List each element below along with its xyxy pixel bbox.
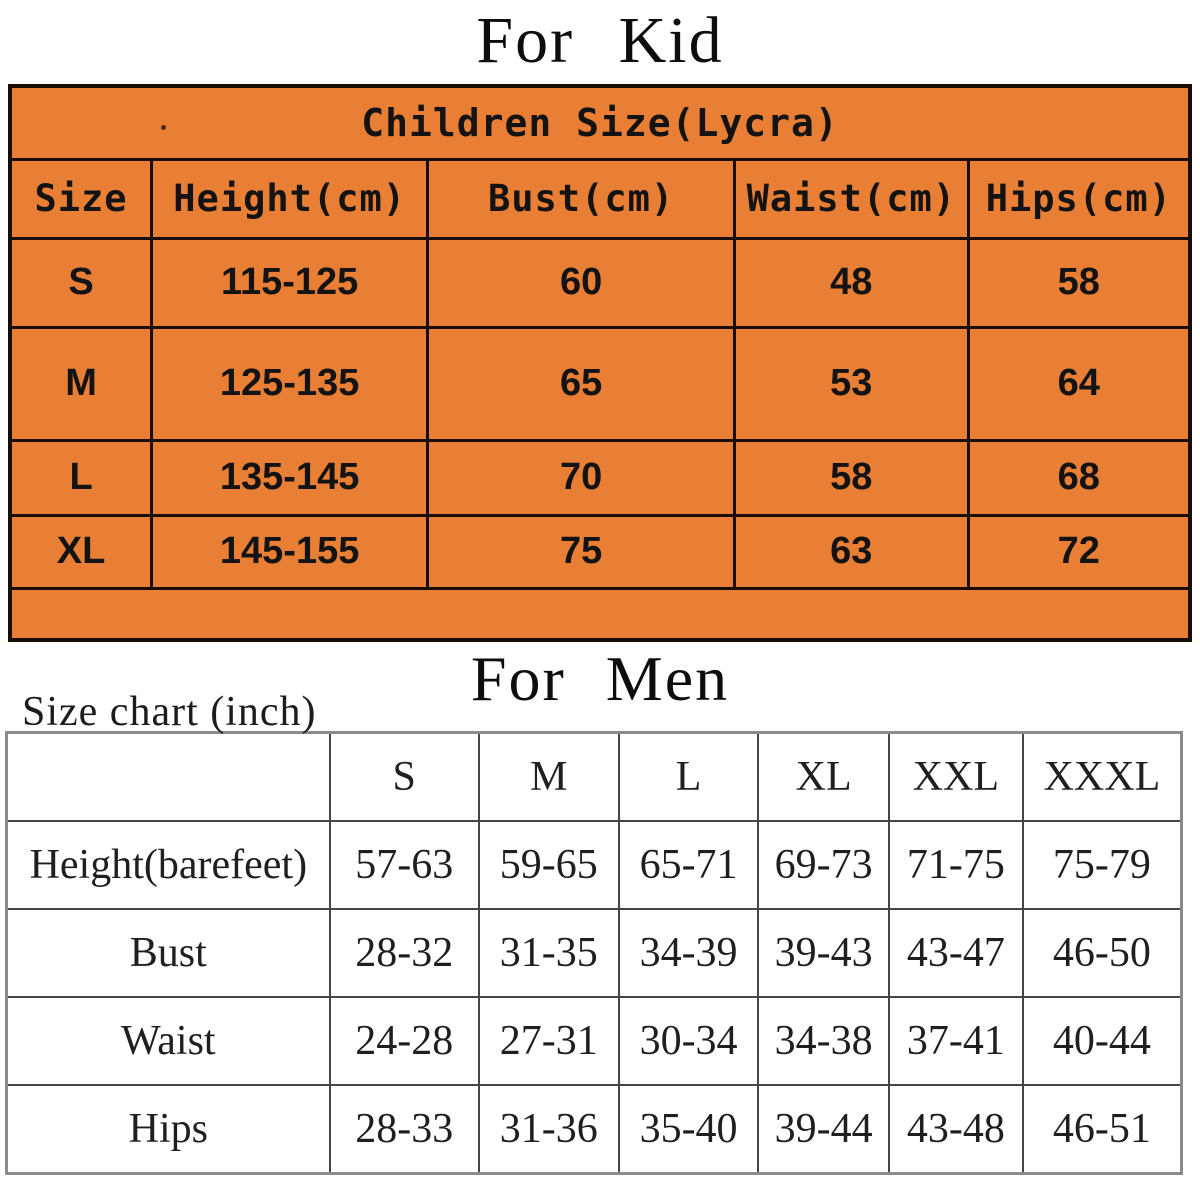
kid-table-footer-band — [8, 586, 1192, 642]
kid-table-row-xl: XL 145-155 75 63 72 — [8, 513, 1192, 590]
men-table-row-hips: Hips 28-33 31-36 35-40 39-44 43-48 46-51 — [5, 1084, 1183, 1175]
kid-table-banner-row: Children Size(Lycra) — [8, 84, 1192, 161]
men-size-table: S M L XL XXL XXXL Height(barefeet) 57-63… — [5, 731, 1183, 1176]
kid-cell-size: M — [8, 325, 154, 442]
men-cell-l: 35-40 — [617, 1084, 760, 1175]
men-cell-s: 24-28 — [328, 996, 480, 1087]
men-col-header-s: S — [328, 731, 480, 823]
men-cell-xl: 39-43 — [757, 908, 890, 999]
kid-table-row-s: S 115-125 60 48 58 — [8, 236, 1192, 329]
men-cell-xxl: 71-75 — [887, 820, 1024, 911]
children-size-table: Children Size(Lycra) Size Height(cm) Bus… — [8, 83, 1192, 642]
men-col-header-xl: XL — [757, 731, 890, 823]
men-cell-m: 31-36 — [477, 1084, 620, 1175]
men-cell-s: 57-63 — [328, 820, 480, 911]
kid-cell-size: S — [8, 236, 154, 329]
kid-table-header-row: Size Height(cm) Bust(cm) Waist(cm) Hips(… — [8, 157, 1192, 240]
men-cell-s: 28-32 — [328, 908, 480, 999]
kid-cell-bust: 65 — [426, 325, 736, 442]
men-col-header-l: L — [617, 731, 760, 823]
kid-cell-bust: 60 — [426, 236, 736, 329]
men-cell-xxxl: 46-50 — [1021, 908, 1183, 999]
kid-table-row-l: L 135-145 70 58 68 — [8, 438, 1192, 517]
men-cell-l: 65-71 — [617, 820, 760, 911]
men-cell-m: 27-31 — [477, 996, 620, 1087]
men-cell-l: 30-34 — [617, 996, 760, 1087]
kid-cell-size: L — [8, 438, 154, 517]
men-table-row-height: Height(barefeet) 57-63 59-65 65-71 69-73… — [5, 820, 1183, 911]
kid-cell-bust: 70 — [426, 438, 736, 517]
kid-cell-hips: 72 — [966, 513, 1192, 590]
men-cell-xxl: 37-41 — [887, 996, 1024, 1087]
men-cell-xxl: 43-48 — [887, 1084, 1024, 1175]
speck-artifact — [161, 125, 166, 130]
kid-table-row-m: M 125-135 65 53 64 — [8, 325, 1192, 442]
kid-cell-height: 125-135 — [150, 325, 430, 442]
kid-cell-waist: 48 — [733, 236, 970, 329]
kid-cell-waist: 58 — [733, 438, 970, 517]
kid-col-header-height: Height(cm) — [150, 157, 430, 240]
kid-cell-waist: 63 — [733, 513, 970, 590]
men-col-header-m: M — [477, 731, 620, 823]
kid-cell-height: 145-155 — [150, 513, 430, 590]
kid-col-header-waist: Waist(cm) — [733, 157, 970, 240]
kid-col-header-hips: Hips(cm) — [966, 157, 1192, 240]
men-row-label: Waist — [5, 996, 331, 1087]
men-row-label: Bust — [5, 908, 331, 999]
men-cell-xxxl: 46-51 — [1021, 1084, 1183, 1175]
men-cell-xl: 39-44 — [757, 1084, 890, 1175]
page: { "colors": { "kid_table_bg": "#e87f35",… — [0, 4, 1200, 1204]
men-row-label: Height(barefeet) — [5, 820, 331, 911]
kid-cell-height: 135-145 — [150, 438, 430, 517]
men-cell-xl: 69-73 — [757, 820, 890, 911]
kid-cell-waist: 53 — [733, 325, 970, 442]
kid-table-footer-cell — [8, 586, 1192, 642]
men-cell-s: 28-33 — [328, 1084, 480, 1175]
kid-col-header-size: Size — [8, 157, 154, 240]
men-section: For Men Size chart (inch) S M L XL XXL X… — [0, 642, 1200, 1176]
men-cell-m: 59-65 — [477, 820, 620, 911]
men-cell-xxxl: 75-79 — [1021, 820, 1183, 911]
men-col-header-empty — [5, 731, 331, 823]
kid-col-header-bust: Bust(cm) — [426, 157, 736, 240]
kid-cell-hips: 68 — [966, 438, 1192, 517]
men-cell-l: 34-39 — [617, 908, 760, 999]
kid-cell-size: XL — [8, 513, 154, 590]
kid-cell-hips: 64 — [966, 325, 1192, 442]
men-cell-xxxl: 40-44 — [1021, 996, 1183, 1087]
men-col-header-xxl: XXL — [887, 731, 1024, 823]
men-row-label: Hips — [5, 1084, 331, 1175]
kid-section-title: For Kid — [476, 4, 724, 77]
men-table-header-row: S M L XL XXL XXXL — [5, 731, 1183, 823]
kid-cell-hips: 58 — [966, 236, 1192, 329]
men-chart-subtitle: Size chart (inch) — [22, 688, 317, 735]
kid-cell-height: 115-125 — [150, 236, 430, 329]
men-section-title: For Men — [470, 642, 730, 714]
men-table-row-bust: Bust 28-32 31-35 34-39 39-43 43-47 46-50 — [5, 908, 1183, 999]
men-cell-xl: 34-38 — [757, 996, 890, 1087]
men-cell-m: 31-35 — [477, 908, 620, 999]
size-chart-canvas: For Kid Children Size(Lycra) Size Height… — [0, 4, 1200, 1204]
kid-cell-bust: 75 — [426, 513, 736, 590]
men-table-row-waist: Waist 24-28 27-31 30-34 34-38 37-41 40-4… — [5, 996, 1183, 1087]
men-cell-xxl: 43-47 — [887, 908, 1024, 999]
men-col-header-xxxl: XXXL — [1021, 731, 1183, 823]
kid-table-banner: Children Size(Lycra) — [8, 84, 1192, 161]
